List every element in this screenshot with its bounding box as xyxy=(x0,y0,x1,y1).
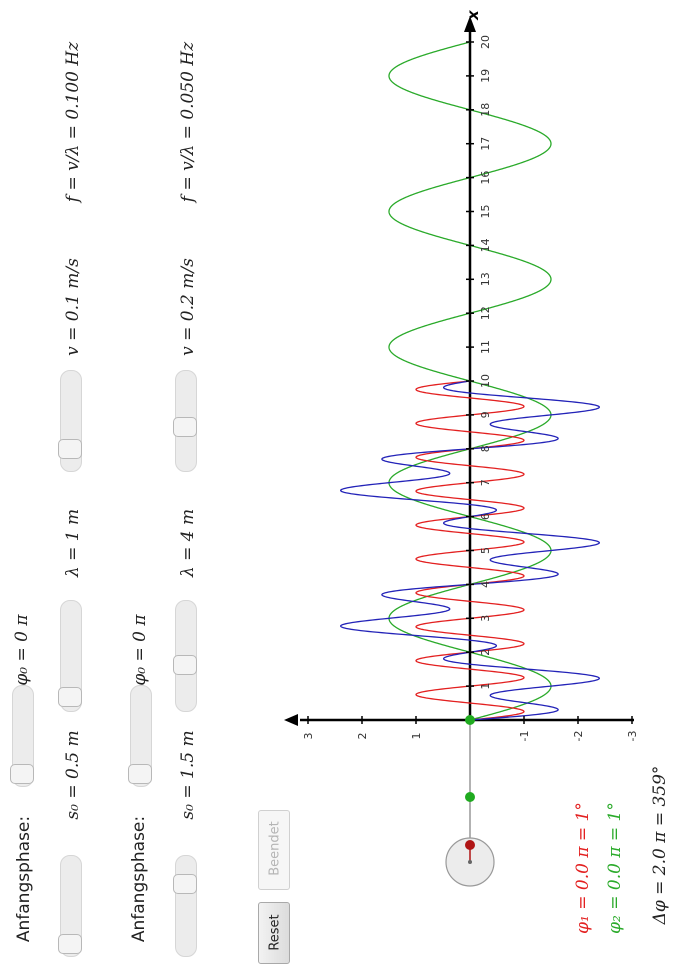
phasor-center xyxy=(468,860,472,864)
wave1-s0-slider-thumb[interactable] xyxy=(58,934,82,954)
series-sum xyxy=(339,380,601,721)
x-tick-label: 20 xyxy=(479,35,492,49)
wave2-lambda-slider[interactable] xyxy=(173,600,197,712)
x-tick-label: 7 xyxy=(479,479,492,486)
x-tick-label: 14 xyxy=(479,238,492,252)
y-axis-arrow xyxy=(284,714,298,726)
y-tick-label: 3 xyxy=(302,733,315,740)
wave2-phase-slider-thumb[interactable] xyxy=(128,764,152,784)
y-tick-label: -1 xyxy=(518,731,531,742)
wave1-phase-slider[interactable] xyxy=(10,685,34,787)
wave1-lambda-slider[interactable] xyxy=(58,600,82,712)
x-tick-label: 11 xyxy=(479,340,492,354)
stop-button: Beendet xyxy=(258,810,290,890)
wave2-velocity-slider[interactable] xyxy=(173,370,197,472)
x-tick-label: 12 xyxy=(479,306,492,320)
wave1-velocity-slider[interactable] xyxy=(58,370,82,472)
wave2-lambda-slider-thumb[interactable] xyxy=(173,655,197,675)
y-tick-label: -2 xyxy=(572,731,585,742)
x-tick-label: 4 xyxy=(479,581,492,588)
x-tick-label: 5 xyxy=(479,547,492,554)
wave1-lambda-slider-thumb[interactable] xyxy=(58,687,82,707)
x-tick-label: 3 xyxy=(479,615,492,622)
x-tick-label: 9 xyxy=(479,411,492,418)
wave2-phase-slider[interactable] xyxy=(128,685,152,787)
wave1-velocity-slider-thumb[interactable] xyxy=(58,439,82,459)
y-tick-label: 1 xyxy=(410,733,423,740)
x-tick-label: 8 xyxy=(479,445,492,452)
x-tick-label: 6 xyxy=(479,513,492,520)
x-tick-label: 2 xyxy=(479,649,492,656)
wave1-phase-slider-thumb[interactable] xyxy=(10,764,34,784)
x-tick-label: 16 xyxy=(479,171,492,185)
x-tick-label: 15 xyxy=(479,205,492,219)
x-tick-label: 10 xyxy=(479,374,492,388)
reset-button[interactable]: Reset xyxy=(258,902,290,964)
wave1-s0-slider[interactable] xyxy=(58,855,82,957)
x-tick-label: 19 xyxy=(479,69,492,83)
x-axis-label: x xyxy=(464,9,482,21)
wave2-s0-slider[interactable] xyxy=(173,855,197,957)
y-tick-label: 2 xyxy=(356,733,369,740)
origin-marker xyxy=(465,715,475,725)
x-tick-label: 1 xyxy=(479,683,492,690)
y-tick-label: -3 xyxy=(626,731,639,742)
x-tick-label: 13 xyxy=(479,272,492,286)
wave2-s0-slider-thumb[interactable] xyxy=(173,874,197,894)
wave1-source-marker xyxy=(465,840,475,850)
x-tick-label: 18 xyxy=(479,103,492,117)
x-axis-arrow xyxy=(464,16,476,32)
x-tick-label: 17 xyxy=(479,137,492,151)
wave2-velocity-slider-thumb[interactable] xyxy=(173,417,197,437)
wave2-source-marker xyxy=(465,792,475,802)
